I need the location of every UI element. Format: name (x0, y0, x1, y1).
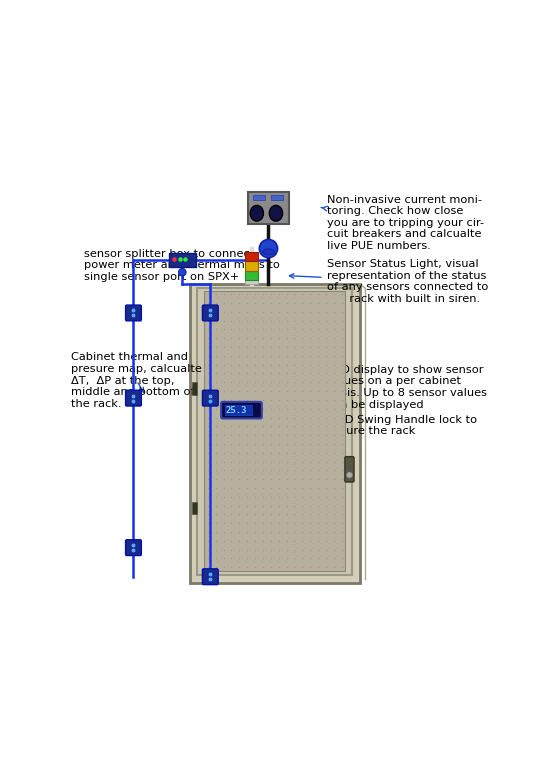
Text: LCD display to show sensor
values on a per cabinet
basis. Up to 8 sensor values
: LCD display to show sensor values on a p… (310, 365, 487, 410)
Circle shape (259, 240, 278, 258)
FancyBboxPatch shape (345, 456, 354, 482)
FancyBboxPatch shape (203, 390, 218, 406)
Text: Non-invasive current moni-
toring. Check how close
you are to tripping your cir-: Non-invasive current moni- toring. Check… (321, 195, 484, 251)
FancyBboxPatch shape (225, 405, 252, 415)
Text: Cabinet thermal and
presure map, calcualte
ΔT,  ΔP at the top,
middle and bottom: Cabinet thermal and presure map, calcual… (71, 352, 202, 409)
FancyBboxPatch shape (190, 284, 360, 583)
Text: 25.3: 25.3 (225, 406, 247, 414)
Circle shape (347, 472, 352, 478)
Circle shape (178, 268, 186, 276)
Text: sensor splitter box to connect
power meter and thermal maps to
single sensor por: sensor splitter box to connect power met… (84, 248, 279, 282)
FancyBboxPatch shape (125, 540, 142, 556)
FancyBboxPatch shape (252, 195, 265, 200)
Ellipse shape (269, 206, 282, 221)
FancyBboxPatch shape (248, 192, 289, 223)
FancyBboxPatch shape (192, 383, 197, 395)
Text: RFID Swing Handle lock to
secure the rack: RFID Swing Handle lock to secure the rac… (324, 414, 477, 436)
FancyBboxPatch shape (221, 402, 262, 418)
FancyBboxPatch shape (203, 305, 218, 320)
FancyBboxPatch shape (245, 262, 258, 271)
Ellipse shape (263, 249, 274, 255)
FancyBboxPatch shape (169, 253, 196, 267)
Text: Sensor Status Light, visual
representation of the status
of any sensors connecte: Sensor Status Light, visual representati… (289, 259, 488, 303)
FancyBboxPatch shape (245, 271, 258, 279)
Ellipse shape (250, 206, 264, 221)
FancyBboxPatch shape (271, 195, 283, 200)
FancyBboxPatch shape (192, 502, 197, 514)
FancyBboxPatch shape (125, 305, 142, 320)
FancyBboxPatch shape (245, 279, 258, 284)
FancyBboxPatch shape (125, 390, 142, 406)
FancyBboxPatch shape (197, 288, 352, 576)
FancyBboxPatch shape (203, 569, 218, 584)
FancyBboxPatch shape (245, 252, 258, 262)
FancyBboxPatch shape (205, 291, 345, 570)
